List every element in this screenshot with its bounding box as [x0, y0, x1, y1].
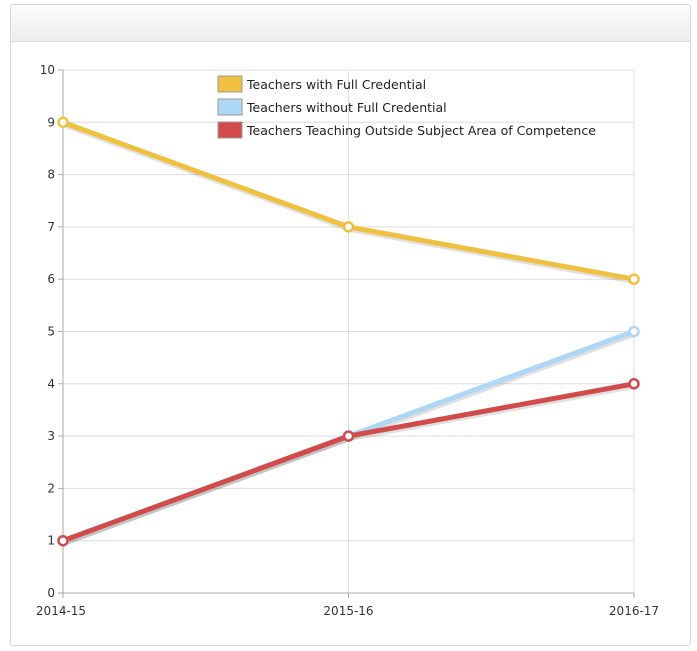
y-tick-labels: 0 1 2 3 4 5 6 7 8 9 10: [40, 63, 55, 600]
chart-panel: [10, 4, 691, 646]
x-tick-label: 2014-15: [36, 604, 86, 618]
y-tick-label: 7: [47, 220, 55, 234]
y-tick-label: 0: [47, 586, 55, 600]
y-tick-label: 6: [47, 272, 55, 286]
data-point[interactable]: [628, 273, 640, 285]
series-line-shadow: [61, 121, 638, 285]
legend-swatch: [217, 121, 243, 139]
data-point[interactable]: [628, 378, 640, 390]
y-tick-label: 5: [47, 325, 55, 339]
legend-swatch: [217, 75, 243, 93]
series-line-shadow: [61, 382, 638, 546]
grid-lines: [58, 69, 635, 598]
data-point[interactable]: [57, 534, 69, 547]
y-tick-label: 10: [40, 63, 55, 77]
legend: Teachers with Full Credential Teachers wi…: [217, 75, 596, 139]
data-point[interactable]: [57, 116, 69, 129]
y-tick-label: 9: [47, 115, 55, 129]
axes: [62, 70, 634, 594]
legend-label: Teachers Teaching Outside Subject Area o…: [246, 123, 596, 138]
y-tick-label: 1: [47, 534, 55, 548]
data-point[interactable]: [342, 221, 355, 233]
panel-header: [11, 5, 690, 42]
x-tick-labels: 2014-15 2015-16 2016-17: [36, 604, 659, 618]
legend-label: Teachers with Full Credential: [246, 77, 426, 92]
legend-swatch: [217, 98, 243, 116]
y-tick-label: 3: [47, 429, 55, 443]
y-tick-label: 8: [47, 168, 55, 182]
series-points: [57, 116, 640, 547]
y-tick-label: 4: [47, 377, 55, 391]
data-point[interactable]: [342, 430, 355, 442]
x-tick-label: 2015-16: [323, 604, 373, 618]
legend-label: Teachers without Full Credential: [246, 100, 447, 115]
data-point[interactable]: [628, 325, 640, 338]
x-tick-label: 2016-17: [609, 604, 659, 618]
y-tick-label: 2: [47, 481, 55, 495]
